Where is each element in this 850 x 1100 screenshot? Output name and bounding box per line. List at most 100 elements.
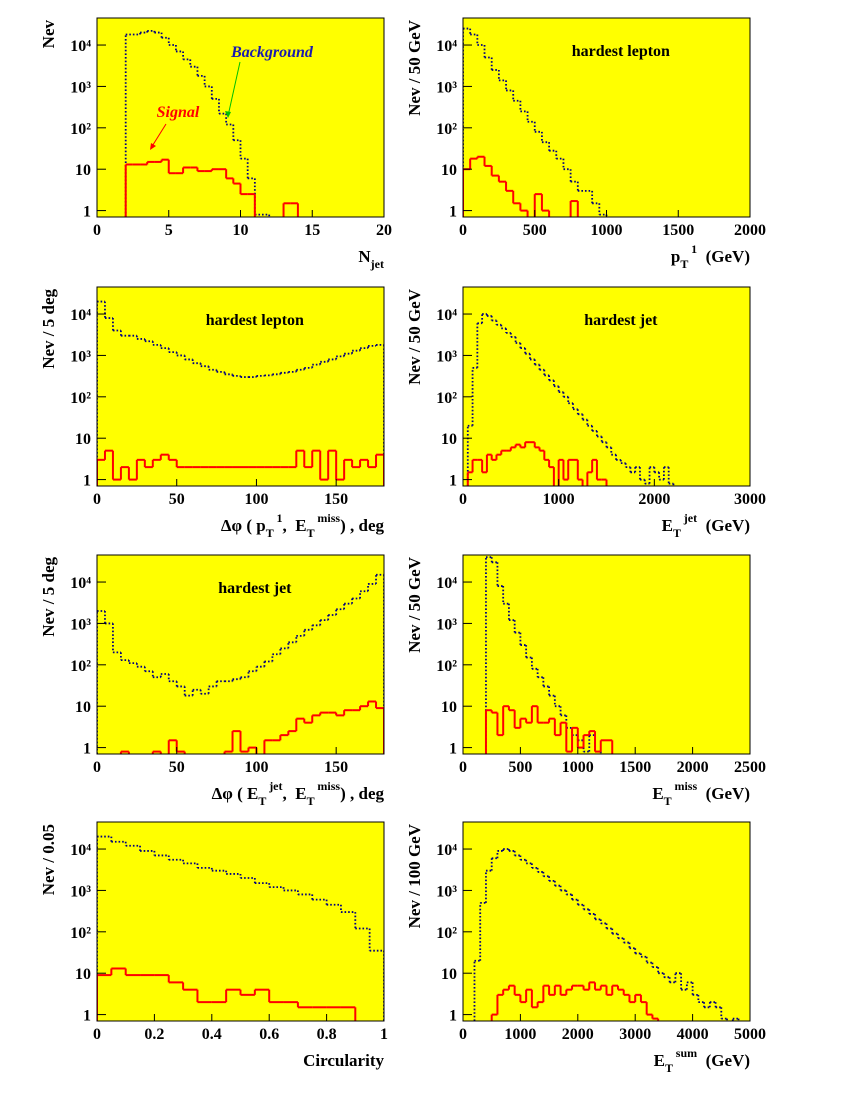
y-tick-label: 10 <box>441 162 457 179</box>
x-axis-label-part: ) , deg <box>340 516 384 535</box>
panel-title: hardest lepton <box>572 43 670 60</box>
x-tick-label: 0 <box>93 1026 101 1043</box>
y-tick-label: 10³ <box>70 79 91 96</box>
x-axis-label-part: Δφ ( p <box>221 516 266 535</box>
y-tick-label: 10³ <box>70 616 91 633</box>
y-tick-label: 10⁴ <box>70 842 91 859</box>
y-tick-label: 10² <box>436 925 457 942</box>
x-tick-label: 100 <box>244 491 268 508</box>
panel-title: hardest jet <box>218 580 292 597</box>
y-tick-label: 10 <box>441 699 457 716</box>
y-axis-label: Nev / 0.05 <box>39 824 58 895</box>
x-tick-label: 3000 <box>734 491 766 508</box>
x-tick-label: 0 <box>93 491 101 508</box>
x-axis-label-part: (GeV) <box>697 784 750 803</box>
x-tick-label: 0 <box>459 1026 467 1043</box>
y-tick-label: 10³ <box>436 348 457 365</box>
y-tick-label: 10⁴ <box>436 575 457 592</box>
x-axis-label-part: Δφ ( E <box>212 784 259 803</box>
y-tick-label: 10² <box>70 658 91 675</box>
x-axis-label: ET sum (GeV) <box>654 1046 750 1075</box>
x-axis-label-part: miss <box>314 511 340 525</box>
y-tick-label: 10³ <box>70 348 91 365</box>
x-axis-label-part: , E <box>283 516 307 535</box>
y-axis-label: Nev / 50 GeV <box>405 288 424 385</box>
x-tick-label: 1500 <box>619 759 651 776</box>
x-tick-label: 2000 <box>734 222 766 239</box>
x-axis-label-part: E <box>654 1051 665 1070</box>
x-axis-label-part: p <box>671 247 680 266</box>
x-axis-label-part: (GeV) <box>697 516 750 535</box>
x-tick-label: 1000 <box>591 222 623 239</box>
y-tick-label: 10 <box>75 162 91 179</box>
y-axis-label: Nev / 5 deg <box>39 557 58 637</box>
x-axis-label-part: sum <box>673 1046 697 1060</box>
y-tick-label: 10 <box>75 699 91 716</box>
y-tick-label: 10 <box>75 966 91 983</box>
y-axis-label: Nev / 5 deg <box>39 289 58 369</box>
y-tick-label: 10⁴ <box>70 575 91 592</box>
x-axis-label-part: (GeV) <box>697 1051 750 1070</box>
x-axis-label-part: miss <box>671 779 697 793</box>
plot-area <box>463 555 750 754</box>
panel-title: hardest jet <box>584 312 658 329</box>
y-tick-label: 10⁴ <box>436 842 457 859</box>
x-axis-label-part: T <box>258 794 266 808</box>
y-tick-label: 10⁴ <box>436 38 457 55</box>
panel-title: hardest lepton <box>206 312 304 329</box>
y-tick-label: 10³ <box>436 79 457 96</box>
y-tick-label: 1 <box>83 204 91 221</box>
x-tick-label: 2000 <box>677 759 709 776</box>
x-axis-label: pT 1 (GeV) <box>671 242 750 271</box>
x-axis-label-part: jet <box>266 779 282 793</box>
x-axis-label-part: T <box>664 794 672 808</box>
y-tick-label: 10⁴ <box>70 307 91 324</box>
plot-area <box>463 287 750 486</box>
x-tick-label: 10 <box>233 222 249 239</box>
x-axis-label-part: N <box>358 247 371 266</box>
x-axis-label-part: T <box>266 526 274 540</box>
x-tick-label: 1 <box>380 1026 388 1043</box>
annotation-arrow <box>150 123 167 149</box>
x-tick-label: 1000 <box>543 491 575 508</box>
y-tick-label: 1 <box>449 741 457 758</box>
plot-content <box>473 848 740 1021</box>
plot-frame <box>462 821 751 1022</box>
y-tick-label: 1 <box>83 473 91 490</box>
x-tick-label: 0.6 <box>259 1026 279 1043</box>
x-tick-label: 150 <box>324 759 348 776</box>
plot-area <box>97 555 384 754</box>
x-tick-label: 0.8 <box>317 1026 337 1043</box>
x-tick-label: 4000 <box>677 1026 709 1043</box>
y-tick-label: 10³ <box>436 883 457 900</box>
x-tick-label: 50 <box>169 759 185 776</box>
x-tick-label: 0 <box>93 759 101 776</box>
x-tick-label: 100 <box>244 759 268 776</box>
plot-content <box>97 573 384 754</box>
x-tick-label: 0 <box>459 222 467 239</box>
x-tick-label: 15 <box>304 222 320 239</box>
annotation-arrowhead <box>225 111 231 118</box>
x-tick-label: 5000 <box>734 1026 766 1043</box>
x-tick-label: 0 <box>459 759 467 776</box>
plot-frame <box>96 821 385 1022</box>
plot-content <box>97 300 384 486</box>
plot-frame <box>96 554 385 755</box>
y-tick-label: 10² <box>70 925 91 942</box>
x-axis-label: ET jet (GeV) <box>662 511 750 540</box>
plot-content <box>97 835 384 1021</box>
x-tick-label: 1500 <box>662 222 694 239</box>
y-tick-label: 1 <box>449 204 457 221</box>
x-tick-label: 3000 <box>619 1026 651 1043</box>
y-tick-label: 1 <box>83 1008 91 1025</box>
x-axis-label-part: , E <box>283 784 307 803</box>
x-axis-label-part: T <box>307 794 315 808</box>
y-tick-label: 10² <box>436 390 457 407</box>
x-axis-label-part: 1 <box>274 511 283 525</box>
x-axis-label-part: jet <box>370 257 384 271</box>
y-tick-label: 10 <box>441 966 457 983</box>
y-tick-label: 1 <box>449 1008 457 1025</box>
x-axis-label-part: Circularity <box>303 1051 384 1070</box>
y-axis-label: Nev / 100 GeV <box>405 823 424 928</box>
